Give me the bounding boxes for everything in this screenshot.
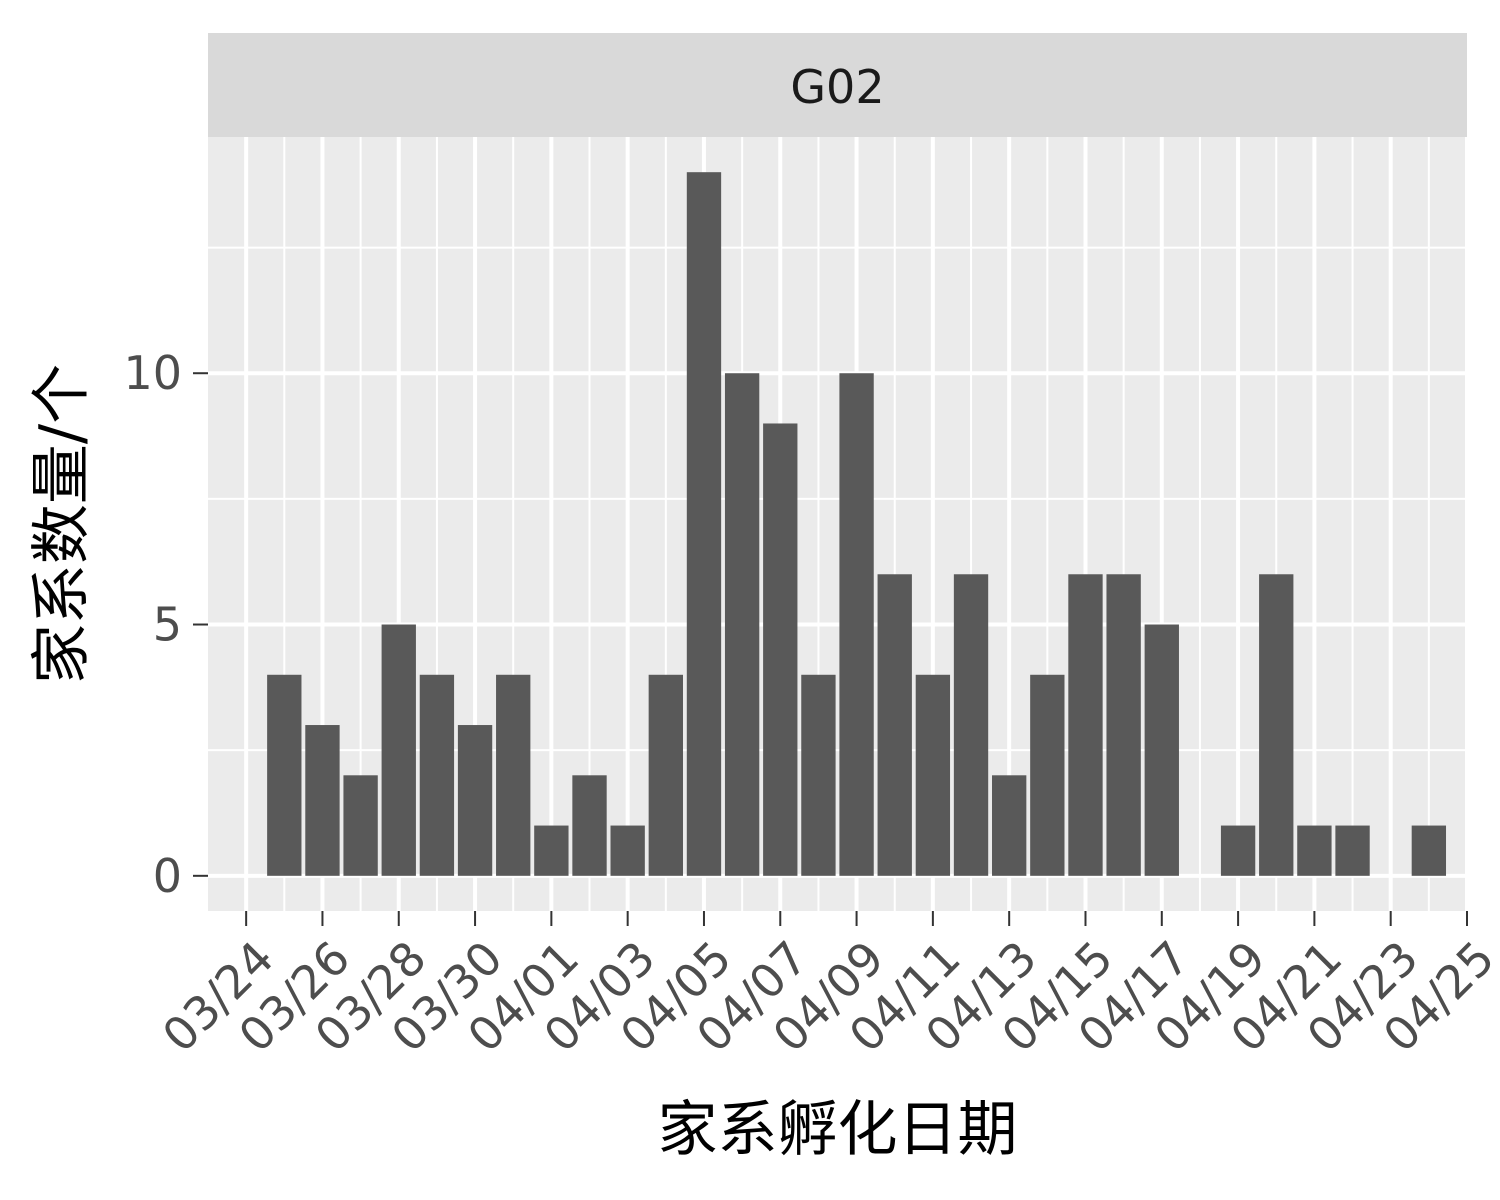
bar bbox=[992, 775, 1027, 876]
bar bbox=[648, 674, 683, 876]
bar bbox=[724, 373, 760, 876]
bar bbox=[496, 674, 531, 876]
bar bbox=[915, 674, 951, 876]
bars bbox=[267, 172, 1447, 876]
bar bbox=[1106, 574, 1141, 876]
x-axis-title: 家系孵化日期 bbox=[658, 1095, 1018, 1165]
bar bbox=[457, 725, 493, 876]
bar bbox=[839, 373, 874, 876]
y-tick-label: 5 bbox=[153, 598, 182, 652]
bar bbox=[343, 775, 378, 876]
bar bbox=[610, 825, 645, 876]
bar bbox=[1335, 825, 1370, 876]
y-tick-label: 0 bbox=[153, 849, 182, 903]
bar bbox=[419, 674, 455, 876]
bar bbox=[1068, 574, 1103, 876]
bar bbox=[1030, 674, 1065, 876]
bar bbox=[1144, 624, 1179, 876]
bar bbox=[686, 172, 722, 876]
x-axis: 03/2403/2603/2803/3004/0104/0304/0504/07… bbox=[152, 911, 1500, 1063]
bar bbox=[305, 725, 340, 876]
bar bbox=[1297, 825, 1332, 876]
bar bbox=[801, 674, 836, 876]
bar bbox=[877, 574, 912, 876]
bar bbox=[1220, 825, 1256, 876]
major-y-gridlines bbox=[208, 371, 1467, 878]
facet-label: G02 bbox=[790, 60, 884, 114]
panel-background bbox=[208, 137, 1467, 911]
bar bbox=[572, 775, 607, 876]
facet-strip bbox=[208, 33, 1467, 137]
y-axis-title: 家系数量/个 bbox=[27, 364, 97, 684]
minor-y-gridlines bbox=[208, 246, 1467, 752]
bar bbox=[534, 825, 569, 876]
bar bbox=[953, 574, 989, 876]
bar bbox=[267, 674, 302, 876]
bar bbox=[381, 624, 416, 876]
bar bbox=[763, 423, 798, 876]
y-tick-label: 10 bbox=[123, 346, 182, 400]
y-axis: 0 5 10 bbox=[123, 346, 208, 903]
bar bbox=[1411, 825, 1447, 876]
bar bbox=[1259, 574, 1294, 876]
